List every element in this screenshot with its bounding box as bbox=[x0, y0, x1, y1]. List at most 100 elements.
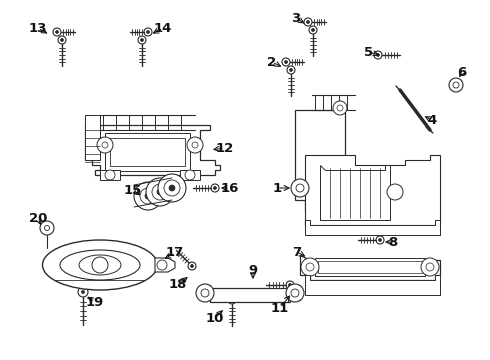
Circle shape bbox=[58, 36, 66, 44]
Circle shape bbox=[53, 28, 61, 36]
Circle shape bbox=[141, 39, 144, 41]
Text: 16: 16 bbox=[221, 181, 239, 194]
Circle shape bbox=[304, 18, 312, 26]
Text: 2: 2 bbox=[268, 55, 276, 68]
Circle shape bbox=[291, 289, 299, 297]
Bar bbox=[318, 261, 422, 273]
Circle shape bbox=[157, 189, 163, 195]
Polygon shape bbox=[305, 275, 440, 295]
Text: 7: 7 bbox=[293, 246, 301, 258]
Text: 17: 17 bbox=[166, 247, 184, 260]
Circle shape bbox=[157, 260, 167, 270]
Circle shape bbox=[201, 289, 209, 297]
Circle shape bbox=[307, 21, 310, 23]
Polygon shape bbox=[305, 155, 440, 225]
Polygon shape bbox=[300, 255, 440, 280]
Circle shape bbox=[289, 284, 292, 287]
Circle shape bbox=[134, 182, 162, 210]
Text: 14: 14 bbox=[154, 22, 172, 35]
Circle shape bbox=[185, 170, 195, 180]
Text: 19: 19 bbox=[86, 296, 104, 309]
Text: 15: 15 bbox=[124, 184, 142, 197]
Circle shape bbox=[376, 54, 379, 57]
Circle shape bbox=[214, 186, 217, 189]
Text: 10: 10 bbox=[206, 311, 224, 324]
Polygon shape bbox=[305, 220, 440, 235]
Circle shape bbox=[191, 265, 194, 267]
Circle shape bbox=[102, 142, 108, 148]
Circle shape bbox=[188, 262, 196, 270]
Polygon shape bbox=[85, 125, 220, 175]
Circle shape bbox=[140, 188, 156, 204]
Text: 4: 4 bbox=[427, 113, 437, 126]
Circle shape bbox=[40, 221, 54, 235]
Text: 5: 5 bbox=[365, 45, 373, 59]
Text: 18: 18 bbox=[169, 279, 187, 292]
Text: 9: 9 bbox=[248, 264, 258, 276]
Circle shape bbox=[187, 137, 203, 153]
Bar bbox=[180, 170, 200, 180]
Text: 3: 3 bbox=[292, 12, 301, 24]
Polygon shape bbox=[295, 110, 365, 225]
Circle shape bbox=[296, 184, 304, 192]
Circle shape bbox=[146, 178, 174, 206]
Ellipse shape bbox=[60, 250, 140, 280]
Polygon shape bbox=[320, 165, 390, 220]
Circle shape bbox=[286, 284, 304, 302]
Circle shape bbox=[228, 296, 236, 304]
Circle shape bbox=[152, 184, 168, 200]
Circle shape bbox=[81, 291, 84, 293]
Circle shape bbox=[147, 31, 149, 33]
Circle shape bbox=[144, 28, 152, 36]
Circle shape bbox=[376, 236, 384, 244]
Circle shape bbox=[158, 174, 186, 202]
Polygon shape bbox=[155, 258, 175, 272]
Circle shape bbox=[287, 66, 295, 74]
Circle shape bbox=[387, 184, 403, 200]
Circle shape bbox=[45, 225, 49, 230]
Text: 1: 1 bbox=[272, 181, 282, 194]
Circle shape bbox=[92, 257, 108, 273]
Circle shape bbox=[378, 239, 382, 242]
Circle shape bbox=[426, 263, 434, 271]
Circle shape bbox=[312, 28, 315, 32]
Circle shape bbox=[78, 287, 88, 297]
Circle shape bbox=[97, 137, 113, 153]
Text: 12: 12 bbox=[216, 141, 234, 154]
Circle shape bbox=[164, 180, 180, 196]
Circle shape bbox=[105, 170, 115, 180]
Circle shape bbox=[301, 258, 319, 276]
Bar bbox=[105, 133, 190, 171]
Circle shape bbox=[309, 26, 317, 34]
Text: 20: 20 bbox=[29, 212, 47, 225]
Circle shape bbox=[230, 298, 234, 302]
Circle shape bbox=[286, 281, 294, 289]
Ellipse shape bbox=[43, 240, 157, 290]
Bar bbox=[315, 258, 425, 276]
Circle shape bbox=[333, 101, 347, 115]
Circle shape bbox=[60, 39, 64, 41]
Circle shape bbox=[453, 82, 459, 88]
Circle shape bbox=[337, 105, 343, 111]
Text: 13: 13 bbox=[29, 22, 47, 35]
Circle shape bbox=[169, 185, 175, 191]
Ellipse shape bbox=[79, 255, 121, 275]
Bar bbox=[110, 138, 185, 166]
Text: 8: 8 bbox=[389, 235, 397, 248]
Polygon shape bbox=[200, 285, 300, 302]
Bar bbox=[100, 170, 120, 180]
Circle shape bbox=[282, 58, 290, 66]
Circle shape bbox=[291, 179, 309, 197]
Circle shape bbox=[138, 36, 146, 44]
Circle shape bbox=[306, 263, 314, 271]
Text: 11: 11 bbox=[271, 302, 289, 315]
Circle shape bbox=[211, 184, 219, 192]
Circle shape bbox=[145, 193, 151, 199]
Circle shape bbox=[374, 51, 382, 59]
Text: 6: 6 bbox=[457, 66, 466, 78]
Circle shape bbox=[196, 284, 214, 302]
Circle shape bbox=[285, 60, 288, 63]
Circle shape bbox=[192, 142, 198, 148]
Circle shape bbox=[421, 258, 439, 276]
Bar bbox=[85, 115, 100, 160]
